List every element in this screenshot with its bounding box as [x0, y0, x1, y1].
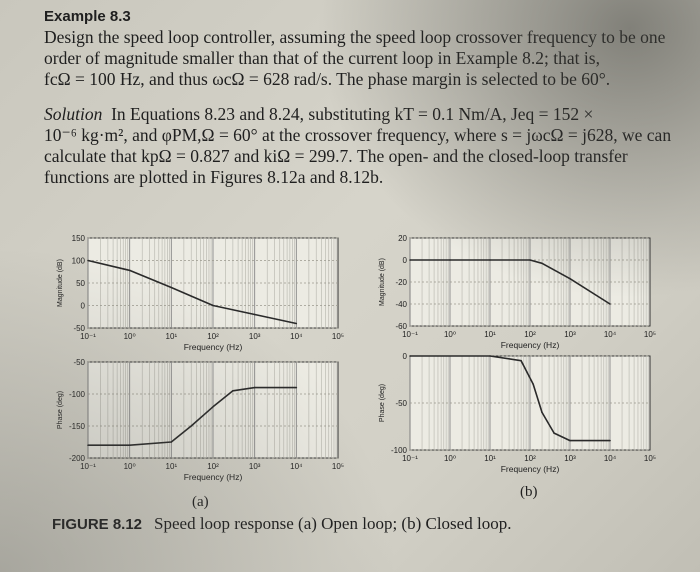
x-axis-label: Frequency (Hz): [184, 472, 243, 482]
data-point: [449, 259, 451, 261]
data-point: [569, 439, 571, 442]
x-tick-label: 10²: [207, 462, 219, 471]
x-axis-label: Frequency (Hz): [501, 464, 560, 474]
y-tick-label: 20: [398, 234, 407, 243]
data-point: [520, 359, 522, 362]
panel-b-label: (b): [520, 484, 538, 500]
x-tick-label: 10⁰: [124, 462, 136, 471]
x-tick-label: 10⁻¹: [402, 330, 418, 339]
y-tick-label: -40: [395, 300, 407, 309]
x-axis-label: Frequency (Hz): [184, 342, 243, 352]
y-tick-label: -50: [73, 358, 85, 367]
y-tick-label: -150: [69, 422, 86, 431]
x-tick-label: 10⁰: [444, 330, 456, 339]
x-tick-label: 10²: [524, 330, 536, 339]
y-axis-label: Magnitude (dB): [379, 258, 386, 306]
x-tick-label: 10⁵: [644, 454, 656, 463]
data-point: [609, 439, 611, 442]
x-tick-label: 10⁴: [604, 454, 617, 463]
figure-caption: FIGURE 8.12 Speed loop response (a) Open …: [52, 514, 511, 534]
panel-a-label: (a): [192, 494, 209, 510]
data-point: [295, 386, 298, 389]
data-point: [409, 259, 411, 261]
data-point: [541, 411, 543, 414]
x-tick-label: 10¹: [484, 330, 496, 339]
data-point: [190, 425, 192, 427]
x-tick-label: 10⁻¹: [80, 332, 96, 341]
data-point: [409, 355, 411, 357]
x-tick-label: 10⁻¹: [80, 462, 96, 471]
x-tick-label: 10⁵: [332, 462, 344, 471]
data-point: [170, 286, 173, 289]
data-point: [212, 304, 214, 307]
data-point: [253, 313, 256, 316]
x-tick-label: 10⁰: [444, 454, 456, 463]
y-tick-label: -50: [395, 399, 407, 408]
x-tick-label: 10³: [564, 454, 576, 463]
y-tick-label: -20: [395, 278, 407, 287]
data-point: [212, 406, 214, 408]
y-axis-label: Phase (deg): [57, 391, 64, 429]
x-tick-label: 10⁴: [290, 332, 303, 341]
y-axis-label: Magnitude (dB): [57, 259, 64, 307]
x-tick-label: 10⁰: [124, 332, 136, 341]
y-tick-label: 150: [72, 234, 86, 243]
figure-label: FIGURE 8.12: [52, 516, 143, 533]
data-point: [541, 262, 543, 265]
data-point: [128, 269, 131, 272]
x-tick-label: 10³: [249, 332, 261, 341]
data-point: [529, 259, 531, 261]
x-tick-label: 10¹: [166, 332, 178, 341]
x-tick-label: 10⁴: [290, 462, 303, 471]
data-point: [489, 355, 491, 357]
data-point: [170, 441, 173, 443]
x-tick-label: 10¹: [166, 462, 178, 471]
x-tick-label: 10²: [207, 332, 219, 341]
y-tick-label: 0: [81, 302, 86, 311]
data-point: [553, 432, 555, 434]
data-point: [253, 386, 256, 389]
x-tick-label: 10¹: [484, 454, 496, 463]
x-tick-label: 10⁻¹: [402, 454, 418, 463]
x-tick-label: 10³: [564, 330, 576, 339]
data-point: [489, 259, 491, 261]
x-tick-label: 10³: [249, 462, 261, 471]
x-tick-label: 10²: [524, 454, 536, 463]
x-axis-label: Frequency (Hz): [501, 340, 560, 350]
data-point: [295, 322, 298, 325]
data-point: [128, 444, 131, 447]
y-tick-label: 100: [72, 257, 86, 266]
y-tick-label: 0: [403, 256, 408, 265]
data-point: [609, 303, 611, 305]
x-tick-label: 10⁵: [644, 330, 656, 339]
data-point: [232, 390, 234, 392]
data-point: [569, 277, 571, 280]
y-axis-label: Phase (deg): [379, 384, 386, 422]
y-tick-label: -100: [69, 390, 86, 399]
figure-caption-text: Speed loop response (a) Open loop; (b) C…: [154, 514, 512, 533]
data-point: [87, 259, 89, 262]
data-point: [532, 383, 534, 386]
x-tick-label: 10⁵: [332, 332, 344, 341]
data-point: [87, 444, 89, 447]
x-tick-label: 10⁴: [604, 330, 617, 339]
y-tick-label: 50: [76, 279, 85, 288]
y-tick-label: 0: [403, 352, 408, 361]
